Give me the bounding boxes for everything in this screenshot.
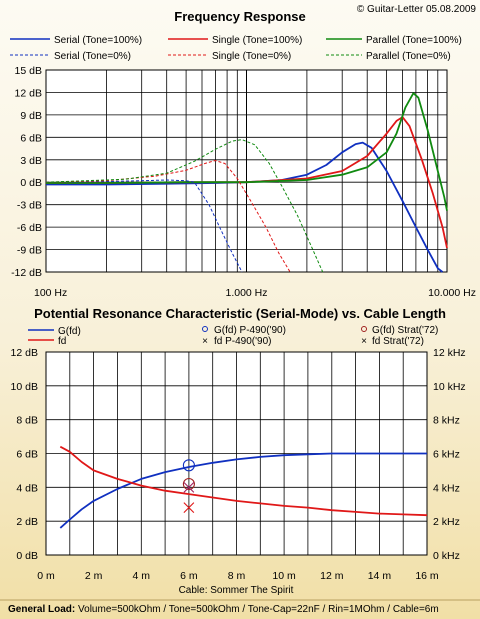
legend-label-parallel-0: Parallel (Tone=0%) bbox=[366, 51, 451, 62]
chart2-y-tick-label: 12 dB bbox=[11, 347, 38, 359]
chart2-y2-tick-label: 10 kHz bbox=[433, 381, 466, 393]
legend-label-serial-0: Serial (Tone=0%) bbox=[54, 51, 131, 62]
chart1-legend: Serial (Tone=100%) Single (Tone=100%) Pa… bbox=[10, 35, 462, 62]
chart1-y-tick-label: 9 dB bbox=[20, 110, 42, 122]
chart1-x-ticks: 100 Hz 1.000 Hz 10.000 Hz bbox=[34, 287, 476, 299]
chart2-x-tick-label: 14 m bbox=[368, 570, 392, 582]
chart1-y-tick-label: 12 dB bbox=[15, 87, 42, 99]
chart2-x-tick-label: 4 m bbox=[133, 570, 151, 582]
chart2-y-tick-label: 4 dB bbox=[16, 482, 38, 494]
chart2-y-tick-label: 0 dB bbox=[16, 550, 38, 562]
legend-label-fd-p490: fd P-490('90) bbox=[214, 336, 272, 347]
legend-label-gfd-p490: G(fd) P-490('90) bbox=[214, 325, 286, 336]
legend-marker-fd-strat: × bbox=[361, 336, 367, 347]
chart2-y2-tick-label: 0 kHz bbox=[433, 550, 460, 562]
chart2-y-tick-label: 6 dB bbox=[16, 449, 38, 461]
legend-label-gfd: G(fd) bbox=[58, 326, 81, 337]
chart2-x-tick-label: 2 m bbox=[85, 570, 103, 582]
chart2-markers bbox=[182, 459, 195, 514]
chart1-series bbox=[45, 92, 448, 273]
chart2-marker-3 bbox=[183, 481, 195, 493]
chart1-y-tick-label: -9 dB bbox=[17, 245, 42, 257]
chart1-series-line-2 bbox=[46, 92, 448, 211]
legend-marker-gfd-p490 bbox=[202, 326, 208, 332]
chart2-y2-tick-label: 4 kHz bbox=[433, 482, 460, 494]
chart2-y-tick-label: 10 dB bbox=[11, 381, 38, 393]
chart2-legend: G(fd) fd G(fd) P-490('90) × fd P-490('90… bbox=[28, 325, 438, 347]
chart2-x-ticks: 0 m 2 m 4 m 6 m 8 m 10 m 12 m 14 m 16 m bbox=[37, 570, 439, 582]
chart2-marker-0 bbox=[182, 459, 195, 472]
chart1-series-line-4 bbox=[45, 160, 291, 273]
footer-label: General Load: bbox=[8, 604, 75, 615]
legend-label-fd: fd bbox=[58, 336, 66, 347]
legend-marker-gfd-strat bbox=[361, 326, 367, 332]
chart2-y2-tick-label: 12 kHz bbox=[433, 347, 466, 359]
chart2-x-tick-label: 6 m bbox=[180, 570, 198, 582]
chart2-y-tick-label: 2 dB bbox=[16, 516, 38, 528]
chart2-series-line-0 bbox=[59, 452, 427, 529]
chart2-x-tick-label: 12 m bbox=[320, 570, 344, 582]
legend-label-single-100: Single (Tone=100%) bbox=[212, 35, 302, 46]
legend-marker-fd-p490: × bbox=[202, 336, 208, 347]
chart2-marker-2 bbox=[182, 477, 195, 491]
chart2-x-axis-label: Cable: Sommer The Spirit bbox=[179, 585, 294, 596]
chart2-title: Potential Resonance Characteristic (Seri… bbox=[34, 306, 446, 321]
chart2-y-tick-label: 8 dB bbox=[16, 415, 38, 427]
chart1-y-tick-label: 0 dB bbox=[20, 177, 42, 189]
chart1-y-tick-label: -12 dB bbox=[11, 267, 42, 279]
legend-label-gfd-strat: G(fd) Strat('72) bbox=[372, 325, 438, 336]
chart1-series-line-5 bbox=[45, 139, 324, 273]
chart2-y2-tick-label: 8 kHz bbox=[433, 415, 460, 427]
chart1-title: Frequency Response bbox=[174, 9, 306, 24]
legend-label-single-0: Single (Tone=0%) bbox=[212, 51, 291, 62]
chart2-x-tick-label: 16 m bbox=[415, 570, 439, 582]
chart1-x-tick-label: 100 Hz bbox=[34, 287, 67, 299]
chart1-series-line-3 bbox=[45, 179, 243, 273]
chart1-y-ticks: 15 dB 12 dB 9 dB 6 dB 3 dB 0 dB -3 dB -6 dB -9 d… bbox=[11, 65, 42, 279]
chart2-y2-tick-label: 6 kHz bbox=[433, 449, 460, 461]
chart1-grid bbox=[45, 69, 448, 273]
chart2-y-ticks: 12 dB 10 dB 8 dB 6 dB 4 dB 2 dB 0 dB bbox=[11, 347, 38, 562]
chart2-x-tick-label: 0 m bbox=[37, 570, 55, 582]
chart1-y-tick-label: 3 dB bbox=[20, 155, 42, 167]
chart1-y-tick-label: -3 dB bbox=[17, 200, 42, 212]
chart1-y-tick-label: 6 dB bbox=[20, 132, 42, 144]
footer-text: General Load: Volume=500kOhm / Tone=500k… bbox=[8, 604, 439, 615]
chart2-series bbox=[59, 445, 428, 529]
chart1-x-tick-label: 10.000 Hz bbox=[428, 287, 476, 299]
footer-value: Volume=500kOhm / Tone=500kOhm / Tone-Cap… bbox=[78, 604, 439, 615]
legend-label-fd-strat: fd Strat('72) bbox=[372, 336, 424, 347]
chart1-y-tick-label: 15 dB bbox=[15, 65, 42, 77]
chart1-series-line-0 bbox=[46, 141, 444, 273]
chart2-y2-tick-label: 2 kHz bbox=[433, 516, 460, 528]
legend-label-parallel-100: Parallel (Tone=100%) bbox=[366, 35, 462, 46]
chart2-series-line-1 bbox=[59, 445, 428, 517]
legend-label-serial-100: Serial (Tone=100%) bbox=[54, 35, 142, 46]
chart1-x-tick-label: 1.000 Hz bbox=[225, 287, 267, 299]
chart2-marker-1 bbox=[183, 502, 195, 514]
chart2-x-tick-label: 10 m bbox=[272, 570, 296, 582]
chart2-y2-ticks: 12 kHz 10 kHz 8 kHz 6 kHz 4 kHz 2 kHz 0 kHz bbox=[433, 347, 466, 562]
copyright-text: © Guitar-Letter 05.08.2009 bbox=[357, 4, 477, 15]
chart1-y-tick-label: -6 dB bbox=[17, 222, 42, 234]
chart2-x-tick-label: 8 m bbox=[228, 570, 246, 582]
